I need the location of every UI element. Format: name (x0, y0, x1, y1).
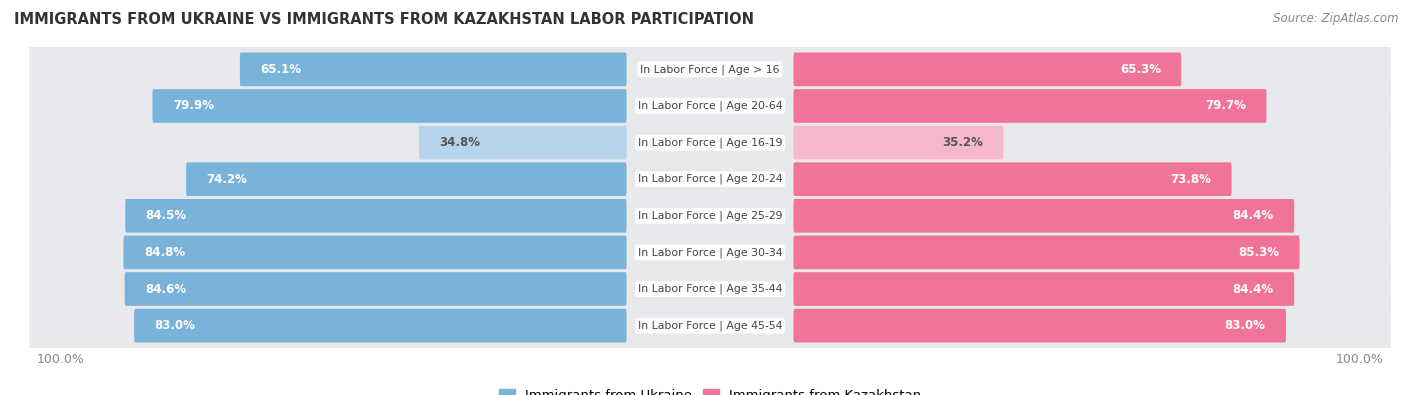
FancyBboxPatch shape (793, 309, 1286, 342)
Text: In Labor Force | Age 20-24: In Labor Force | Age 20-24 (638, 174, 782, 184)
Text: IMMIGRANTS FROM UKRAINE VS IMMIGRANTS FROM KAZAKHSTAN LABOR PARTICIPATION: IMMIGRANTS FROM UKRAINE VS IMMIGRANTS FR… (14, 12, 754, 27)
Text: 84.8%: 84.8% (143, 246, 186, 259)
Text: In Labor Force | Age 16-19: In Labor Force | Age 16-19 (638, 137, 782, 148)
Text: 84.4%: 84.4% (1233, 282, 1274, 295)
FancyBboxPatch shape (30, 263, 1391, 316)
FancyBboxPatch shape (125, 272, 627, 306)
FancyBboxPatch shape (30, 43, 1391, 96)
Text: 35.2%: 35.2% (942, 136, 983, 149)
FancyBboxPatch shape (152, 89, 627, 123)
FancyBboxPatch shape (793, 162, 1232, 196)
Legend: Immigrants from Ukraine, Immigrants from Kazakhstan: Immigrants from Ukraine, Immigrants from… (494, 384, 927, 395)
Text: 84.6%: 84.6% (145, 282, 186, 295)
Text: 79.9%: 79.9% (173, 100, 214, 113)
Text: Source: ZipAtlas.com: Source: ZipAtlas.com (1274, 12, 1399, 25)
FancyBboxPatch shape (124, 235, 627, 269)
Text: 65.1%: 65.1% (260, 63, 301, 76)
Text: In Labor Force | Age 30-34: In Labor Force | Age 30-34 (638, 247, 782, 258)
Text: In Labor Force | Age 35-44: In Labor Force | Age 35-44 (638, 284, 782, 294)
FancyBboxPatch shape (793, 89, 1267, 123)
Text: In Labor Force | Age 45-54: In Labor Force | Age 45-54 (638, 320, 782, 331)
Text: 65.3%: 65.3% (1121, 63, 1161, 76)
FancyBboxPatch shape (793, 235, 1299, 269)
Text: 73.8%: 73.8% (1170, 173, 1211, 186)
FancyBboxPatch shape (125, 199, 627, 233)
FancyBboxPatch shape (134, 309, 627, 342)
FancyBboxPatch shape (30, 226, 1391, 279)
FancyBboxPatch shape (186, 162, 627, 196)
FancyBboxPatch shape (793, 126, 1004, 160)
FancyBboxPatch shape (30, 79, 1391, 132)
Text: 84.5%: 84.5% (146, 209, 187, 222)
FancyBboxPatch shape (30, 189, 1391, 243)
Text: 74.2%: 74.2% (207, 173, 247, 186)
Text: 83.0%: 83.0% (1225, 319, 1265, 332)
Text: 79.7%: 79.7% (1205, 100, 1246, 113)
Text: 84.4%: 84.4% (1233, 209, 1274, 222)
Text: In Labor Force | Age 20-64: In Labor Force | Age 20-64 (638, 101, 782, 111)
Text: 85.3%: 85.3% (1239, 246, 1279, 259)
FancyBboxPatch shape (793, 199, 1295, 233)
Text: In Labor Force | Age > 16: In Labor Force | Age > 16 (640, 64, 780, 75)
Text: In Labor Force | Age 25-29: In Labor Force | Age 25-29 (638, 211, 782, 221)
Text: 34.8%: 34.8% (440, 136, 481, 149)
FancyBboxPatch shape (30, 152, 1391, 206)
FancyBboxPatch shape (419, 126, 627, 160)
FancyBboxPatch shape (240, 53, 627, 86)
FancyBboxPatch shape (30, 116, 1391, 169)
FancyBboxPatch shape (30, 299, 1391, 352)
FancyBboxPatch shape (793, 272, 1295, 306)
FancyBboxPatch shape (793, 53, 1181, 86)
Text: 83.0%: 83.0% (155, 319, 195, 332)
